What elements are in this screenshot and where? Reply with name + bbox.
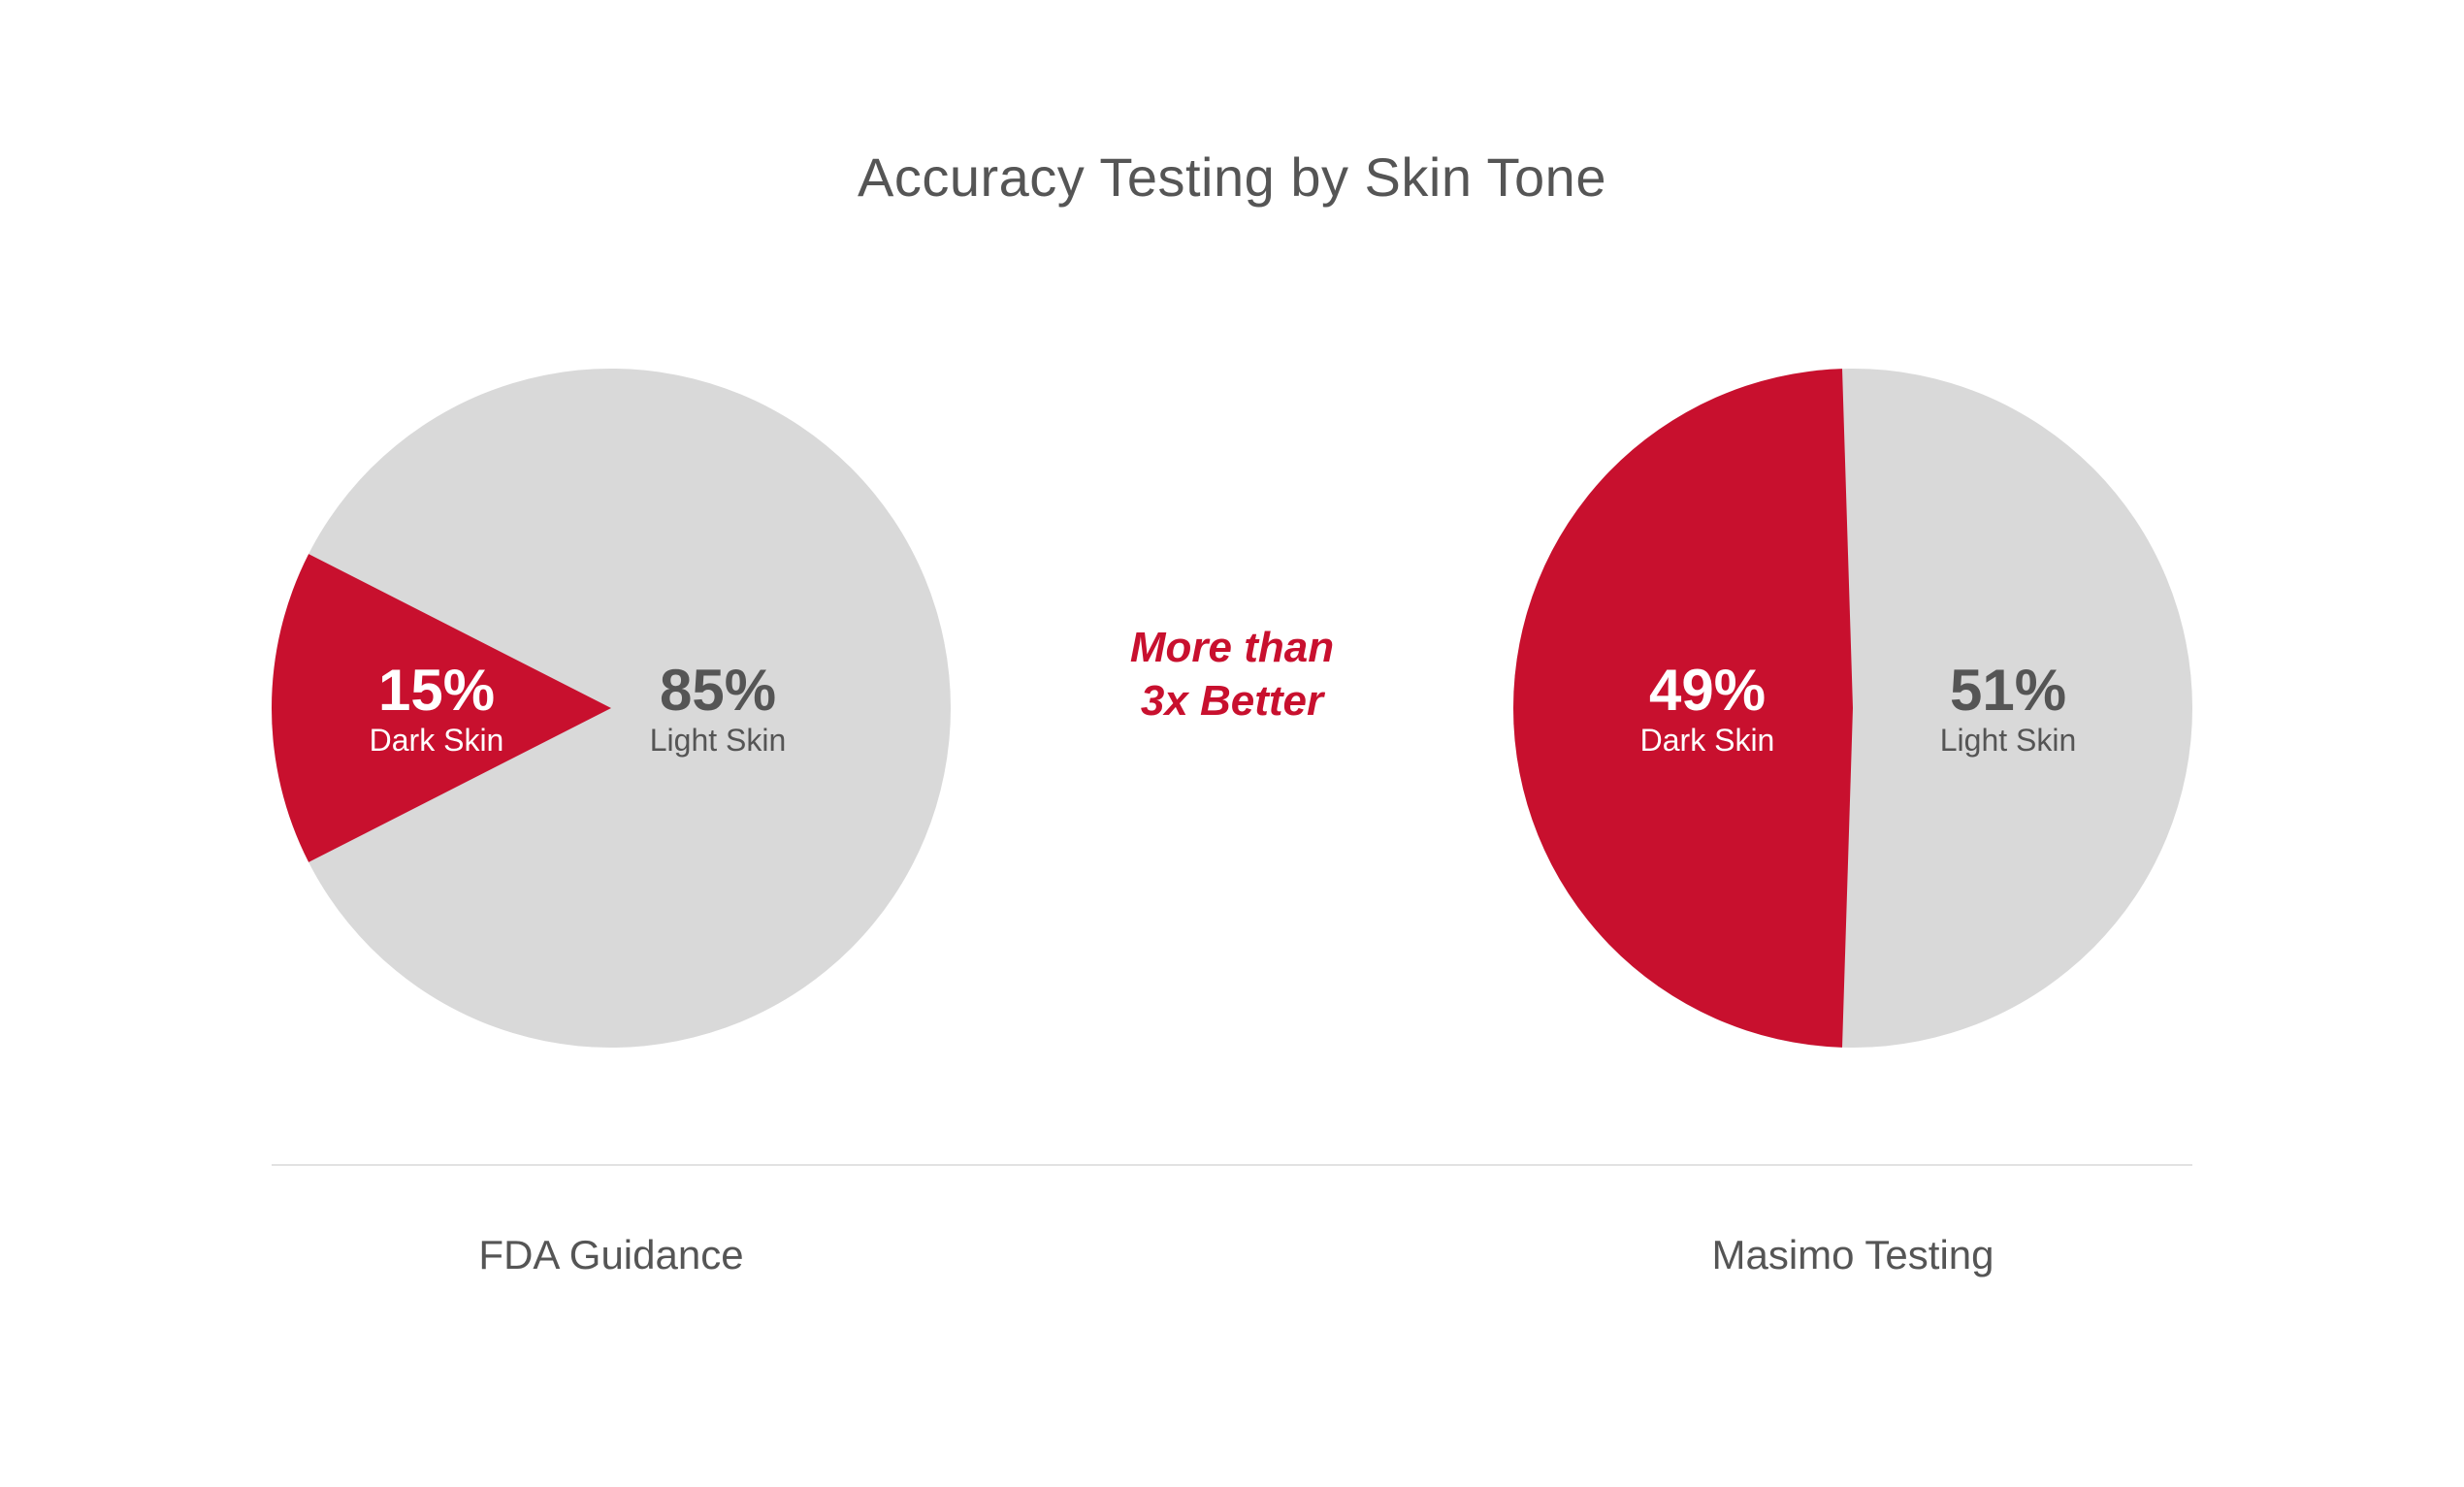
comparison-callout: More than 3x Better xyxy=(1057,621,1407,727)
slice-name: Light Skin xyxy=(1892,725,2124,758)
slice-name: Dark Skin xyxy=(330,725,543,758)
caption-masimo: Masimo Testing xyxy=(1513,1232,2192,1278)
callout-line2: 3x Better xyxy=(1141,677,1323,725)
slice-pct: 85% xyxy=(592,660,844,721)
pie-chart-masimo: 49% Dark Skin 51% Light Skin xyxy=(1513,369,2192,1048)
slice-name: Dark Skin xyxy=(1591,725,1824,758)
slice-pct: 51% xyxy=(1892,660,2124,721)
page-title: Accuracy Testing by Skin Tone xyxy=(0,145,2464,209)
slice-label-light-fda: 85% Light Skin xyxy=(592,660,844,758)
slice-label-dark-masimo: 49% Dark Skin xyxy=(1591,660,1824,758)
slice-label-light-masimo: 51% Light Skin xyxy=(1892,660,2124,758)
slice-name: Light Skin xyxy=(592,725,844,758)
slice-pct: 49% xyxy=(1591,660,1824,721)
chart-page: Accuracy Testing by Skin Tone 15% Dark S… xyxy=(0,0,2464,1487)
slice-pct: 15% xyxy=(330,660,543,721)
slice-label-dark-fda: 15% Dark Skin xyxy=(330,660,543,758)
callout-line1: More than xyxy=(1130,624,1334,671)
caption-fda: FDA Guidance xyxy=(272,1232,951,1278)
divider-line xyxy=(272,1164,2192,1166)
pie-chart-fda: 15% Dark Skin 85% Light Skin xyxy=(272,369,951,1048)
